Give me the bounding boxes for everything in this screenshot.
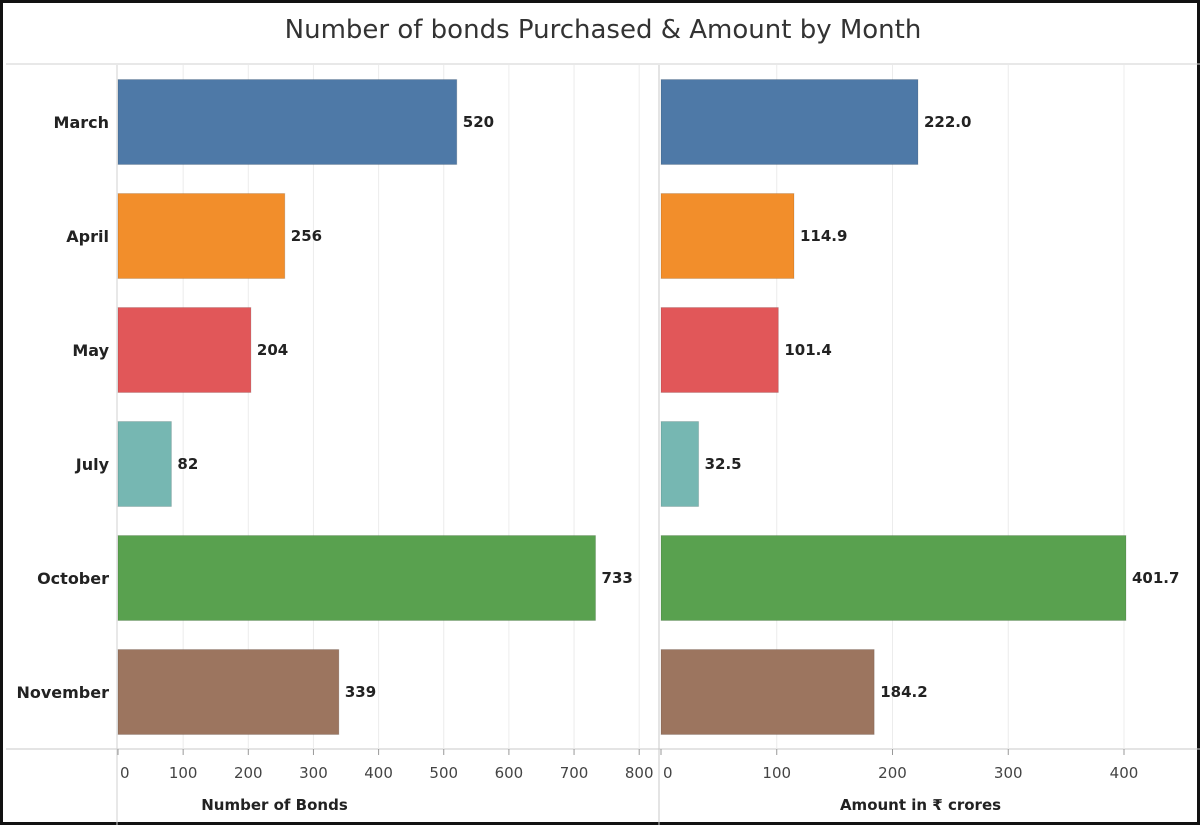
bonds-tick-label: 300 <box>299 764 328 782</box>
bonds-bar-november <box>117 649 340 735</box>
amount-data-label: 222.0 <box>924 113 971 131</box>
amount-tick-label: 100 <box>762 764 791 782</box>
chart-title: Number of bonds Purchased & Amount by Mo… <box>284 15 922 45</box>
chart-canvas: 0 100 200 300 400 500 600 700 800 Number of Bonds… <box>6 63 1200 825</box>
bonds-data-label: 733 <box>602 569 633 587</box>
bonds-tick-label: 100 <box>169 764 198 782</box>
amount-bar-october <box>660 535 1127 621</box>
amount-bar-april <box>660 193 795 279</box>
amount-bar-march <box>660 79 919 165</box>
bonds-bar-july <box>117 421 172 507</box>
amount-data-label: 101.4 <box>784 341 831 359</box>
amount-data-label: 184.2 <box>880 683 927 701</box>
amount-data-label: 32.5 <box>705 455 742 473</box>
category-label: October <box>37 569 109 588</box>
amount-tick-label: 300 <box>994 764 1023 782</box>
bonds-bar-october <box>117 535 597 621</box>
bonds-bar-march <box>117 79 458 165</box>
amount-data-label: 401.7 <box>1132 569 1179 587</box>
amount-tick-label: 200 <box>878 764 907 782</box>
bonds-tick-label: 400 <box>364 764 393 782</box>
bonds-data-label: 256 <box>291 227 322 245</box>
bonds-bar-april <box>117 193 286 279</box>
bonds-tick-label: 600 <box>495 764 524 782</box>
bonds-tick-label: 0 <box>120 764 130 782</box>
amount-tick-label: 0 <box>663 764 673 782</box>
amount-bar-july <box>660 421 700 507</box>
category-label: May <box>72 341 109 360</box>
bonds-axis-title: Number of Bonds <box>201 796 348 814</box>
bonds-tick-label: 800 <box>625 764 654 782</box>
amount-axis-title: Amount in ₹ crores <box>840 796 1001 814</box>
bonds-tick-label: 500 <box>429 764 458 782</box>
amount-tick-label: 400 <box>1110 764 1139 782</box>
bonds-bar-may <box>117 307 252 393</box>
category-label: March <box>54 113 109 132</box>
amount-bar-november <box>660 649 875 735</box>
bonds-data-label: 339 <box>345 683 376 701</box>
amount-data-label: 114.9 <box>800 227 847 245</box>
amount-bar-may <box>660 307 779 393</box>
bonds-data-label: 82 <box>177 455 198 473</box>
category-label: April <box>66 227 109 246</box>
bonds-tick-label: 700 <box>560 764 589 782</box>
bonds-tick-label: 200 <box>234 764 263 782</box>
bonds-data-label: 204 <box>257 341 288 359</box>
bonds-data-label: 520 <box>463 113 494 131</box>
category-label: November <box>16 683 109 702</box>
category-label: July <box>75 455 110 474</box>
